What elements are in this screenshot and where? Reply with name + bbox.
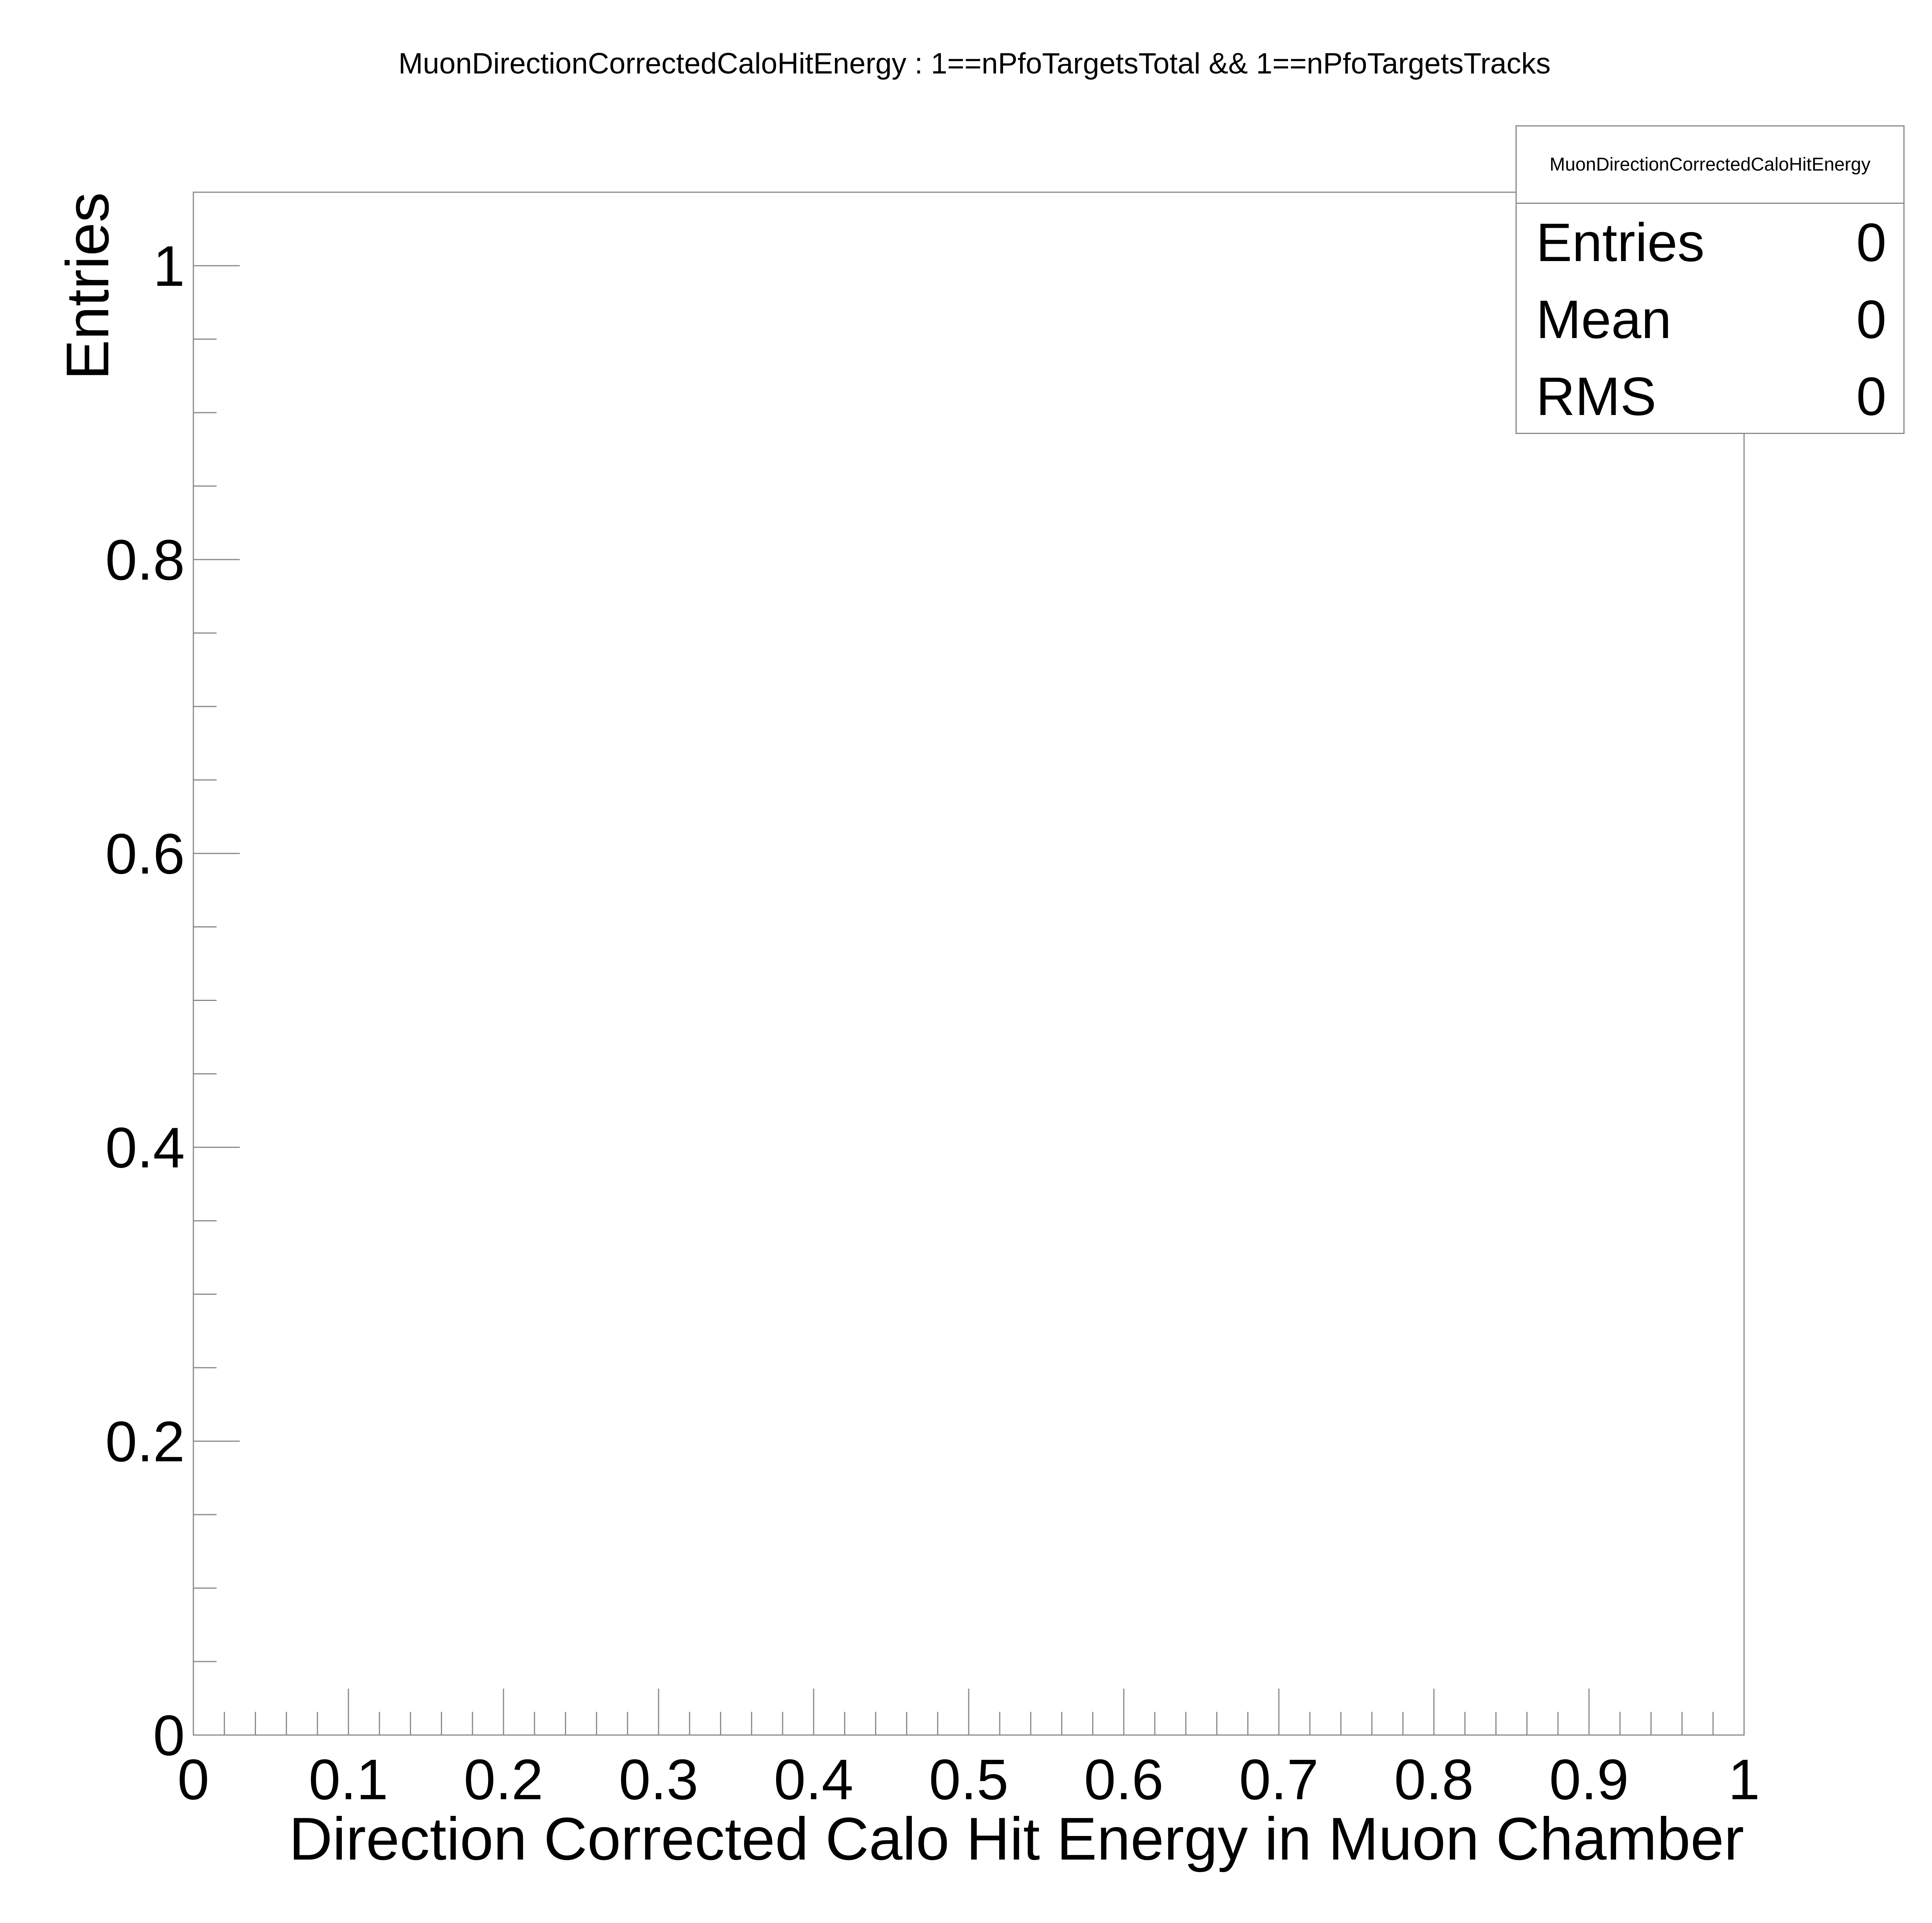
stats-mean-label: Mean (1536, 289, 1672, 350)
chart-title: MuonDirectionCorrectedCaloHitEnergy : 1=… (398, 47, 1551, 80)
y-tick-label: 0.4 (105, 1116, 185, 1180)
x-tick-label: 0.7 (1239, 1748, 1319, 1812)
x-tick-label: 0.4 (774, 1748, 853, 1812)
stats-box-title: MuonDirectionCorrectedCaloHitEnergy (1517, 126, 1903, 204)
stats-row-rms: RMS 0 (1517, 358, 1903, 435)
y-tick-label: 0.8 (105, 528, 185, 592)
x-axis-ticks (193, 1689, 1745, 1735)
x-tick-label: 1 (1728, 1748, 1760, 1812)
stats-rms-value: 0 (1856, 365, 1886, 427)
stats-row-entries: Entries 0 (1517, 204, 1903, 281)
x-tick-label: 0 (177, 1748, 209, 1812)
plot-frame (193, 191, 1745, 1736)
y-tick-label: 0.2 (105, 1410, 185, 1474)
x-axis-label: Direction Corrected Calo Hit Energy in M… (289, 1805, 1744, 1873)
x-tick-label: 0.9 (1549, 1748, 1629, 1812)
stats-rms-label: RMS (1536, 365, 1657, 427)
x-tick-label: 0.2 (464, 1748, 543, 1812)
y-axis-ticks (193, 191, 240, 1736)
stats-entries-label: Entries (1536, 212, 1705, 273)
x-axis-tick-labels: 0 0.1 0.2 0.3 0.4 0.5 0.6 0.7 0.8 0.9 1 (177, 1748, 1760, 1812)
stats-mean-value: 0 (1856, 289, 1886, 350)
x-tick-label: 0.8 (1394, 1748, 1474, 1812)
x-tick-label: 0.1 (309, 1748, 388, 1812)
x-tick-label: 0.5 (929, 1748, 1009, 1812)
y-tick-label: 1 (153, 234, 185, 298)
stats-box: MuonDirectionCorrectedCaloHitEnergy Entr… (1516, 125, 1905, 434)
x-tick-label: 0.3 (619, 1748, 698, 1812)
y-axis-tick-labels: 0 0.2 0.4 0.6 0.8 1 (105, 234, 185, 1768)
stats-row-mean: Mean 0 (1517, 281, 1903, 358)
y-axis-label: Entries (54, 192, 121, 380)
y-tick-label: 0.6 (105, 822, 185, 886)
x-tick-label: 0.6 (1084, 1748, 1164, 1812)
y-tick-label: 0 (153, 1704, 185, 1768)
stats-entries-value: 0 (1856, 212, 1886, 273)
